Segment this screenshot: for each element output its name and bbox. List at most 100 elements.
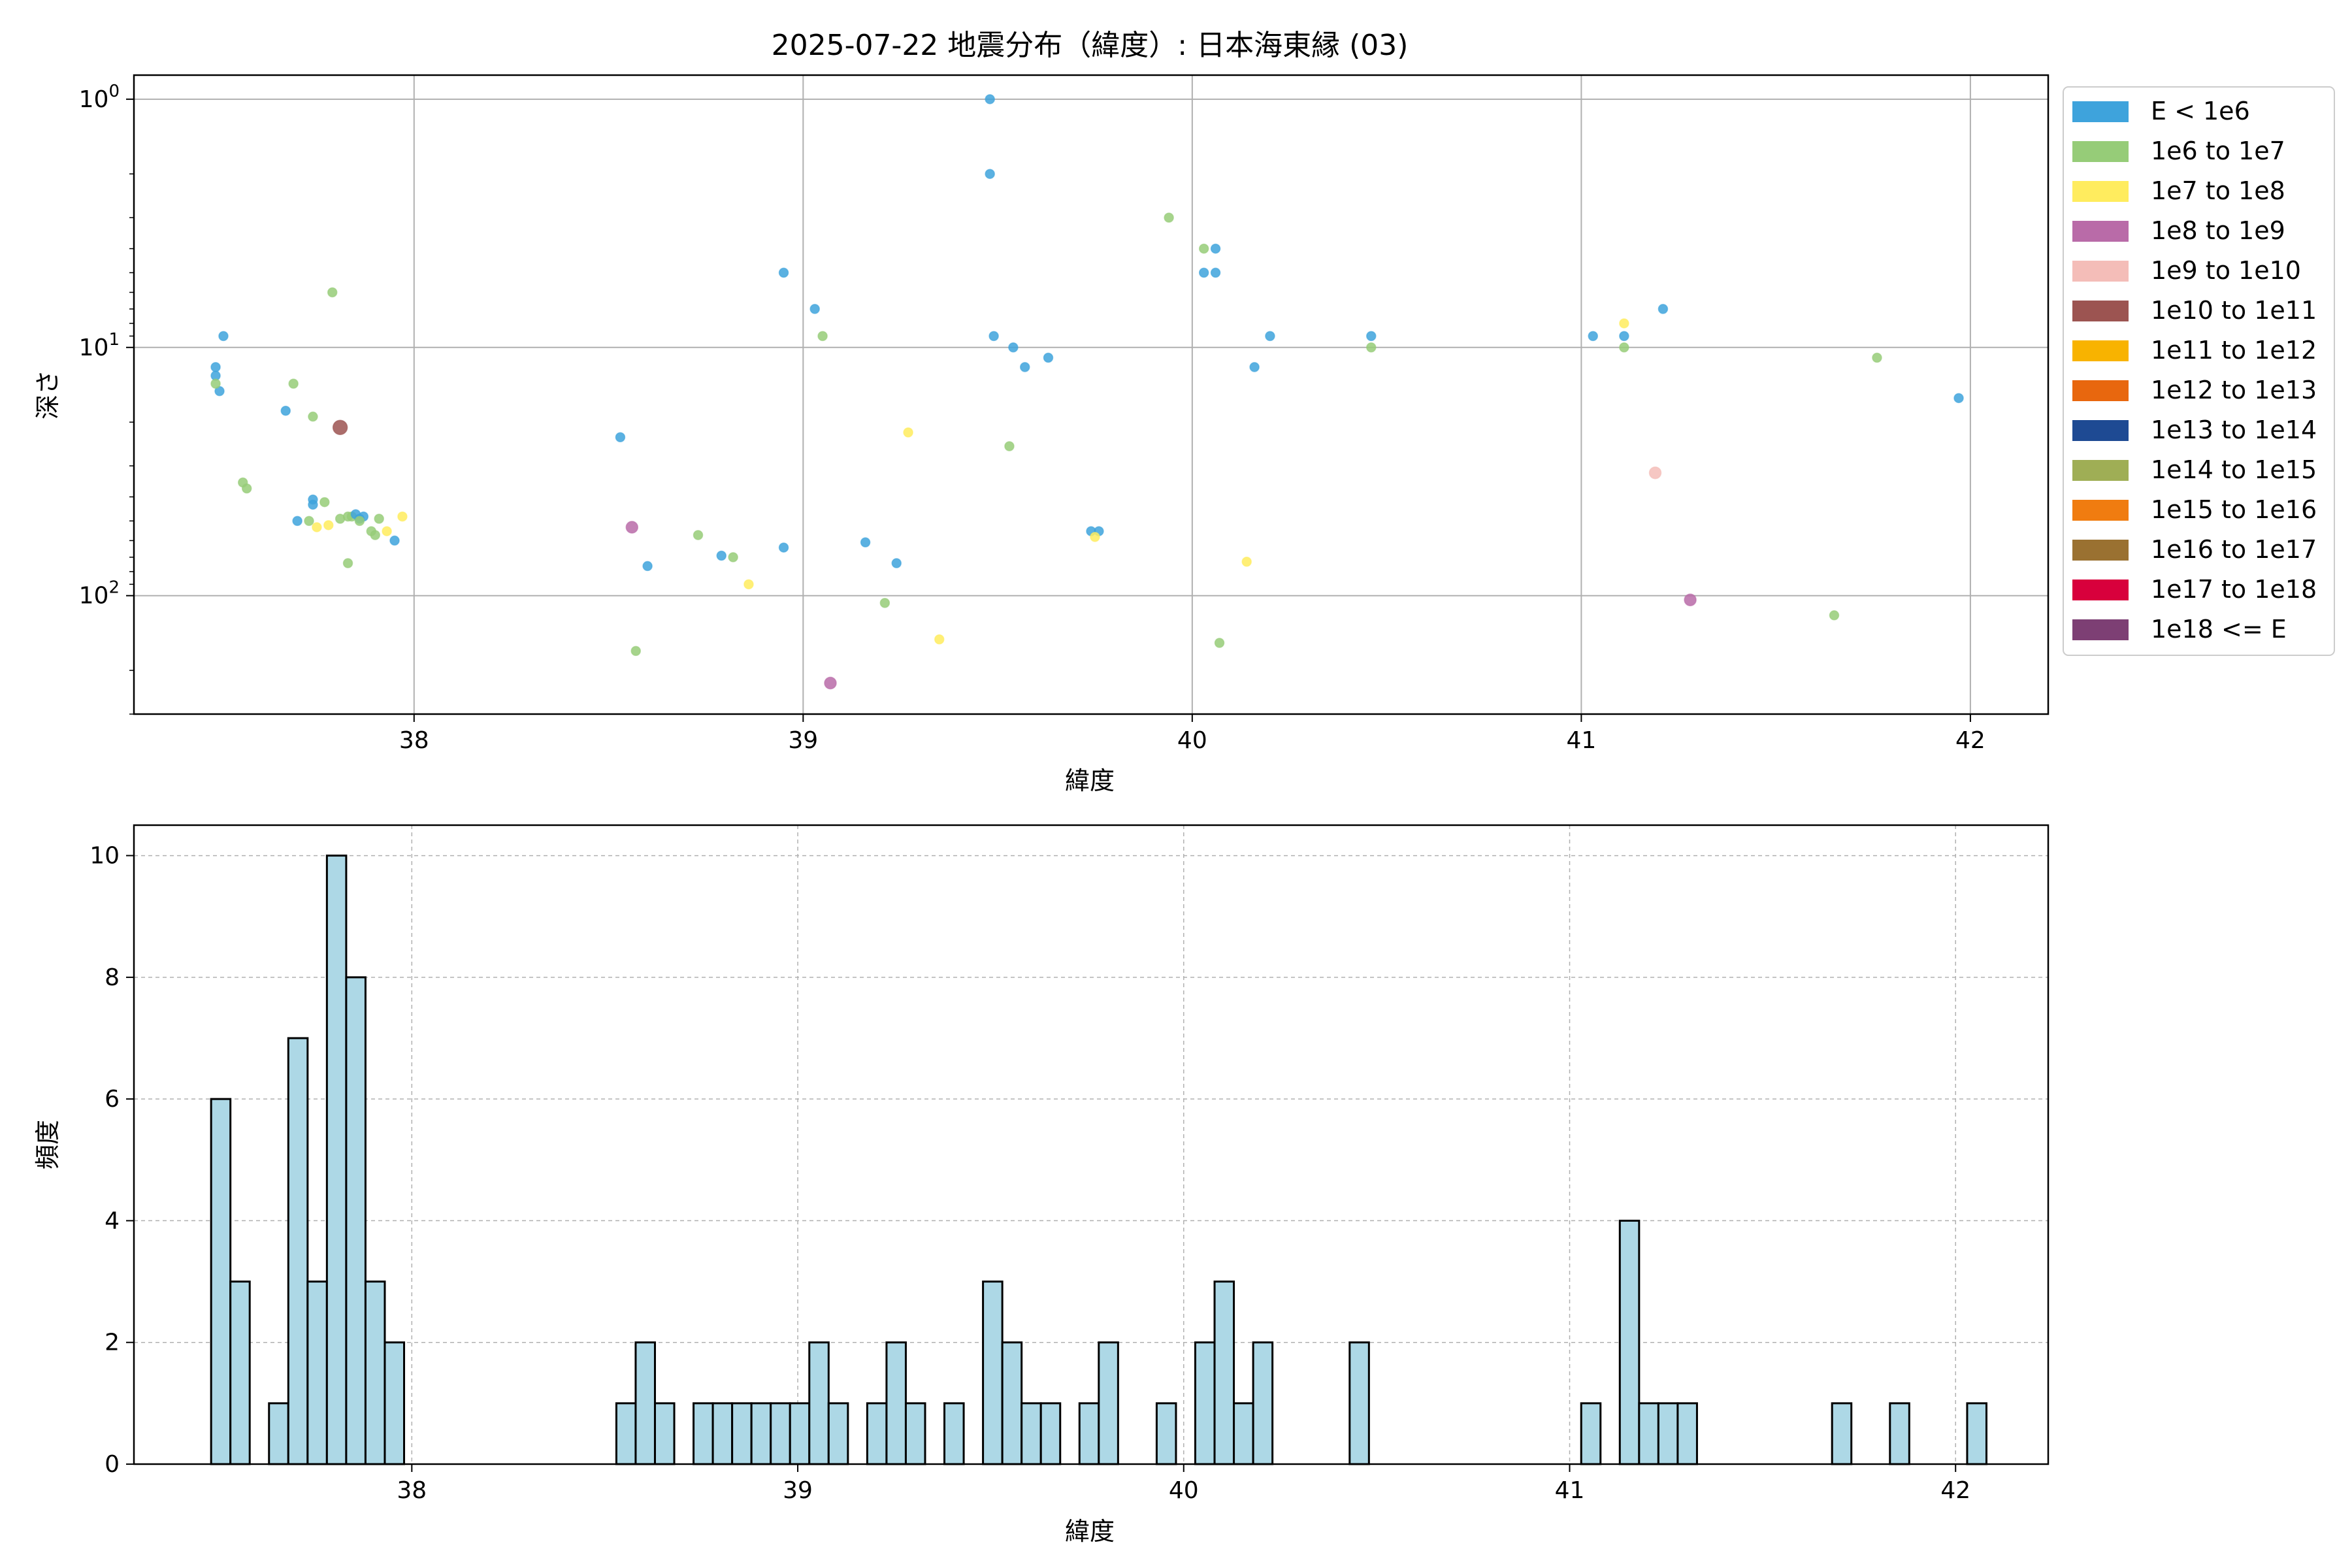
scatter-point bbox=[1829, 610, 1840, 621]
histogram-y-ticks: 0 2 4 6 8 10 bbox=[90, 843, 134, 1478]
legend-swatch bbox=[2072, 420, 2129, 441]
scatter-point bbox=[1043, 352, 1054, 363]
scatter-point bbox=[1198, 243, 1209, 254]
legend-swatch bbox=[2072, 500, 2129, 521]
legend-label: 1e14 to 1e15 bbox=[2151, 455, 2317, 484]
chart-title: 2025-07-22 地震分布（緯度）: 日本海東縁 (03) bbox=[772, 29, 1409, 62]
scatter-point bbox=[728, 552, 738, 563]
legend-swatch bbox=[2072, 340, 2129, 361]
scatter-y-ticks: 100 101 102 bbox=[79, 82, 134, 715]
scatter-point bbox=[370, 530, 380, 540]
scatter-point bbox=[891, 558, 902, 568]
scatter-points bbox=[210, 94, 1964, 690]
scatter-point bbox=[382, 526, 392, 536]
histogram-y-tick-label: 2 bbox=[105, 1330, 120, 1356]
scatter-point bbox=[288, 378, 299, 389]
histogram-bar bbox=[287, 1037, 309, 1465]
scatter-grid bbox=[134, 75, 2048, 714]
histogram-y-tick-label: 0 bbox=[105, 1451, 120, 1478]
legend-label: 1e8 to 1e9 bbox=[2151, 216, 2285, 245]
scatter-x-tick-label: 38 bbox=[399, 727, 429, 754]
legend-box bbox=[2063, 86, 2335, 656]
scatter-point bbox=[625, 521, 639, 534]
histogram-bar bbox=[1233, 1402, 1254, 1465]
scatter-point bbox=[327, 287, 338, 298]
scatter-point bbox=[985, 94, 995, 105]
histogram-bar bbox=[1001, 1341, 1023, 1465]
histogram-bar bbox=[306, 1281, 328, 1465]
scatter-point bbox=[1241, 557, 1252, 567]
histogram-bar bbox=[1213, 1281, 1235, 1465]
histogram-frame bbox=[133, 824, 2050, 1465]
scatter-y-tick-label: 100 bbox=[79, 82, 120, 113]
legend-swatch bbox=[2072, 221, 2129, 242]
legend-label: E < 1e6 bbox=[2151, 97, 2250, 125]
scatter-point bbox=[778, 267, 789, 278]
histogram-bar bbox=[1966, 1402, 1987, 1465]
scatter-plot-area bbox=[134, 75, 2048, 714]
histogram-bar bbox=[693, 1402, 714, 1465]
histogram-bar bbox=[1638, 1402, 1659, 1465]
histogram-bar bbox=[1889, 1402, 1910, 1465]
scatter-point bbox=[860, 537, 871, 547]
legend-swatch bbox=[2072, 619, 2129, 640]
scatter-point bbox=[903, 427, 913, 438]
scatter-point bbox=[1249, 362, 1260, 372]
scatter-point bbox=[374, 514, 384, 524]
legend-label: 1e11 to 1e12 bbox=[2151, 336, 2317, 365]
scatter-point bbox=[1619, 342, 1629, 353]
legend-label: 1e13 to 1e14 bbox=[2151, 416, 2317, 444]
scatter-point bbox=[323, 520, 334, 531]
scatter-point bbox=[824, 676, 837, 690]
scatter-point bbox=[308, 499, 318, 510]
legend-label: 1e6 to 1e7 bbox=[2151, 137, 2285, 165]
histogram-bar bbox=[1831, 1402, 1853, 1465]
scatter-x-axis-label: 緯度 bbox=[1065, 766, 1115, 795]
histogram-bar bbox=[1676, 1402, 1698, 1465]
scatter-point bbox=[630, 645, 641, 657]
scatter-x-tick-label: 39 bbox=[788, 727, 818, 754]
histogram-bar bbox=[1252, 1341, 1274, 1465]
scatter-x-tick-label: 42 bbox=[1955, 727, 1985, 754]
histogram-bar bbox=[1098, 1341, 1119, 1465]
scatter-x-tick-label: 40 bbox=[1177, 727, 1207, 754]
histogram-x-tick-label: 40 bbox=[1169, 1477, 1199, 1504]
legend-label: 1e18 <= E bbox=[2151, 615, 2287, 644]
histogram-y-tick-label: 4 bbox=[105, 1207, 120, 1234]
histogram-bar bbox=[731, 1402, 753, 1465]
scatter-point bbox=[292, 515, 302, 527]
scatter-point bbox=[1265, 331, 1275, 342]
histogram-bar bbox=[943, 1402, 965, 1465]
scatter-point bbox=[1658, 304, 1669, 314]
histogram-bar bbox=[1348, 1341, 1370, 1465]
histogram-bar bbox=[1618, 1219, 1641, 1465]
scatter-point bbox=[1953, 393, 1964, 404]
histogram-bar bbox=[1657, 1402, 1679, 1465]
legend-label: 1e16 to 1e17 bbox=[2151, 535, 2317, 564]
scatter-point bbox=[304, 515, 314, 527]
scatter-point bbox=[1164, 212, 1174, 223]
legend-label: 1e15 to 1e16 bbox=[2151, 495, 2317, 524]
histogram-bar bbox=[1194, 1341, 1216, 1465]
legend-swatch bbox=[2072, 141, 2129, 162]
histogram-bar bbox=[866, 1402, 888, 1465]
scatter-point bbox=[985, 169, 995, 179]
scatter-point bbox=[817, 331, 828, 342]
legend-swatch bbox=[2072, 460, 2129, 481]
histogram-y-axis-label: 頻度 bbox=[33, 1120, 62, 1169]
scatter-y-axis-label: 深さ bbox=[33, 370, 62, 419]
scatter-point bbox=[778, 542, 789, 553]
legend-label: 1e10 to 1e11 bbox=[2151, 296, 2317, 325]
histogram-bar bbox=[1155, 1402, 1177, 1465]
scatter-point bbox=[1684, 593, 1697, 606]
scatter-point bbox=[280, 406, 291, 416]
histogram-x-tick-label: 42 bbox=[1940, 1477, 1970, 1504]
scatter-point bbox=[218, 331, 229, 342]
histogram-x-tick-label: 41 bbox=[1555, 1477, 1585, 1504]
scatter-point bbox=[693, 530, 704, 540]
scatter-point bbox=[988, 331, 999, 342]
scatter-point bbox=[1366, 342, 1377, 353]
histogram-bar bbox=[750, 1402, 772, 1465]
histogram-plot-area bbox=[134, 825, 2048, 1464]
